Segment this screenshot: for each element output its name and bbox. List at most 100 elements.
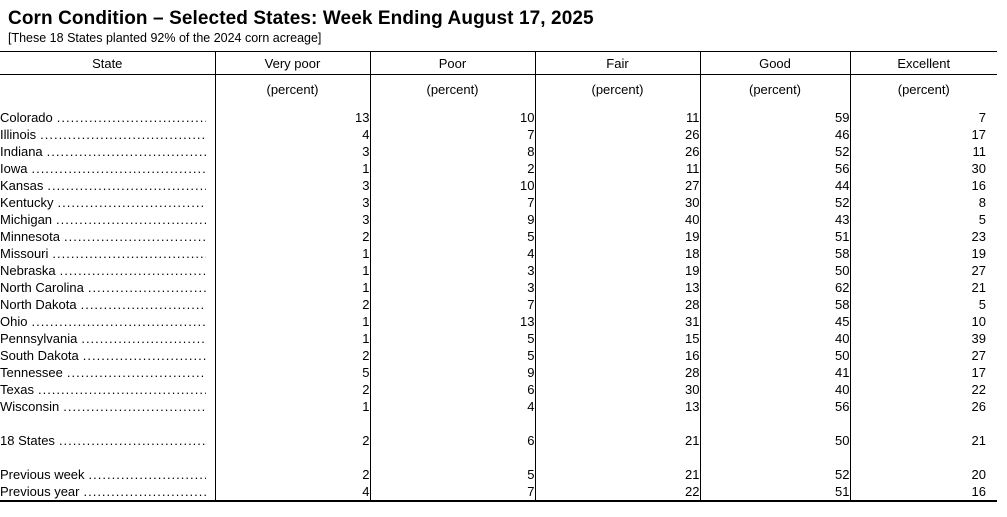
- value-cell: 2: [214, 347, 370, 364]
- value-cell: 21: [534, 466, 700, 483]
- spacer-cell: [214, 449, 370, 466]
- value-cell: 1: [214, 160, 370, 177]
- spacer-cell: [369, 103, 535, 109]
- value-cell: 8: [369, 143, 535, 160]
- dot-leader: ........................................…: [52, 246, 205, 261]
- spacer-cell: [214, 103, 370, 109]
- blank-row: [0, 449, 997, 466]
- column-header-good: Good: [699, 51, 850, 75]
- value-cell: 30: [534, 194, 700, 211]
- state-cell: Wisconsin...............................…: [0, 398, 215, 415]
- state-cell: Kentucky................................…: [0, 194, 215, 211]
- value-cell: 39: [849, 330, 997, 347]
- value-cell: 52: [699, 143, 850, 160]
- table-body: Colorado................................…: [0, 103, 997, 501]
- state-row: Iowa....................................…: [0, 160, 997, 177]
- state-label: Texas: [0, 382, 34, 397]
- dot-leader: ........................................…: [40, 127, 206, 142]
- value-cell: 50: [699, 262, 850, 279]
- spacer-cell: [849, 449, 997, 466]
- state-label: Indiana: [0, 144, 43, 159]
- value-cell: 44: [699, 177, 850, 194]
- state-cell: Texas...................................…: [0, 381, 215, 398]
- value-cell: 1: [214, 279, 370, 296]
- value-cell: 3: [214, 177, 370, 194]
- state-cell: Illinois................................…: [0, 126, 215, 143]
- dot-leader: ........................................…: [58, 433, 206, 448]
- total-row: 18 States...............................…: [0, 432, 997, 449]
- corn-condition-table: State Very poor Poor Fair Good Excellent…: [0, 51, 997, 502]
- state-row: Wisconsin...............................…: [0, 398, 997, 415]
- column-header-state: State: [0, 51, 215, 75]
- value-cell: 5: [214, 364, 370, 381]
- spacer-cell: [534, 449, 700, 466]
- unit-cell: (percent): [699, 74, 850, 103]
- state-label: Minnesota: [0, 229, 60, 244]
- unit-cell: (percent): [214, 74, 370, 103]
- value-cell: 3: [214, 211, 370, 228]
- dot-leader: ........................................…: [56, 110, 206, 125]
- state-label: Tennessee: [0, 365, 63, 380]
- state-cell: Indiana.................................…: [0, 143, 215, 160]
- value-cell: 58: [699, 296, 850, 313]
- state-cell: Iowa....................................…: [0, 160, 215, 177]
- state-row: South Dakota............................…: [0, 347, 997, 364]
- state-label: Colorado: [0, 110, 53, 125]
- value-cell: 2: [214, 466, 370, 483]
- column-header-poor: Poor: [369, 51, 535, 75]
- value-cell: 4: [369, 398, 535, 415]
- value-cell: 9: [369, 211, 535, 228]
- state-cell: Colorado................................…: [0, 109, 215, 126]
- dot-leader: ........................................…: [81, 331, 206, 346]
- value-cell: 4: [214, 126, 370, 143]
- value-cell: 22: [849, 381, 997, 398]
- dot-leader: ........................................…: [56, 212, 206, 227]
- value-cell: 27: [534, 177, 700, 194]
- value-cell: 28: [534, 364, 700, 381]
- value-cell: 5: [849, 296, 997, 313]
- value-cell: 11: [534, 109, 700, 126]
- state-row: Pennsylvania............................…: [0, 330, 997, 347]
- spacer-cell: [369, 415, 535, 432]
- value-cell: 3: [369, 262, 535, 279]
- value-cell: 23: [849, 228, 997, 245]
- value-cell: 2: [214, 432, 370, 449]
- dot-leader: ........................................…: [31, 314, 205, 329]
- value-cell: 27: [849, 262, 997, 279]
- column-header-excellent: Excellent: [849, 51, 997, 75]
- state-label: Previous year: [0, 484, 80, 499]
- spacer-cell: [849, 103, 997, 109]
- state-cell: Michigan................................…: [0, 211, 215, 228]
- value-cell: 3: [214, 194, 370, 211]
- dot-leader: ........................................…: [37, 382, 206, 397]
- state-row: Tennessee...............................…: [0, 364, 997, 381]
- value-cell: 52: [699, 194, 850, 211]
- state-cell: Previous year...........................…: [0, 483, 215, 501]
- value-cell: 16: [534, 347, 700, 364]
- value-cell: 16: [849, 483, 997, 501]
- state-row: Minnesota...............................…: [0, 228, 997, 245]
- state-row: Nebraska................................…: [0, 262, 997, 279]
- top-spacer-row: [0, 103, 997, 109]
- value-cell: 10: [369, 109, 535, 126]
- state-row: Missouri................................…: [0, 245, 997, 262]
- spacer-cell: [699, 103, 850, 109]
- value-cell: 21: [849, 432, 997, 449]
- unit-cell: (percent): [534, 74, 700, 103]
- value-cell: 6: [369, 381, 535, 398]
- value-cell: 19: [849, 245, 997, 262]
- state-row: North Dakota............................…: [0, 296, 997, 313]
- value-cell: 1: [214, 245, 370, 262]
- value-cell: 45: [699, 313, 850, 330]
- value-cell: 13: [369, 313, 535, 330]
- value-cell: 21: [849, 279, 997, 296]
- value-cell: 17: [849, 364, 997, 381]
- value-cell: 1: [214, 398, 370, 415]
- table-header-row: State Very poor Poor Fair Good Excellent: [0, 51, 997, 75]
- spacer-cell: [369, 449, 535, 466]
- value-cell: 27: [849, 347, 997, 364]
- value-cell: 41: [699, 364, 850, 381]
- dot-leader: ........................................…: [80, 297, 206, 312]
- state-row: Texas...................................…: [0, 381, 997, 398]
- value-cell: 30: [849, 160, 997, 177]
